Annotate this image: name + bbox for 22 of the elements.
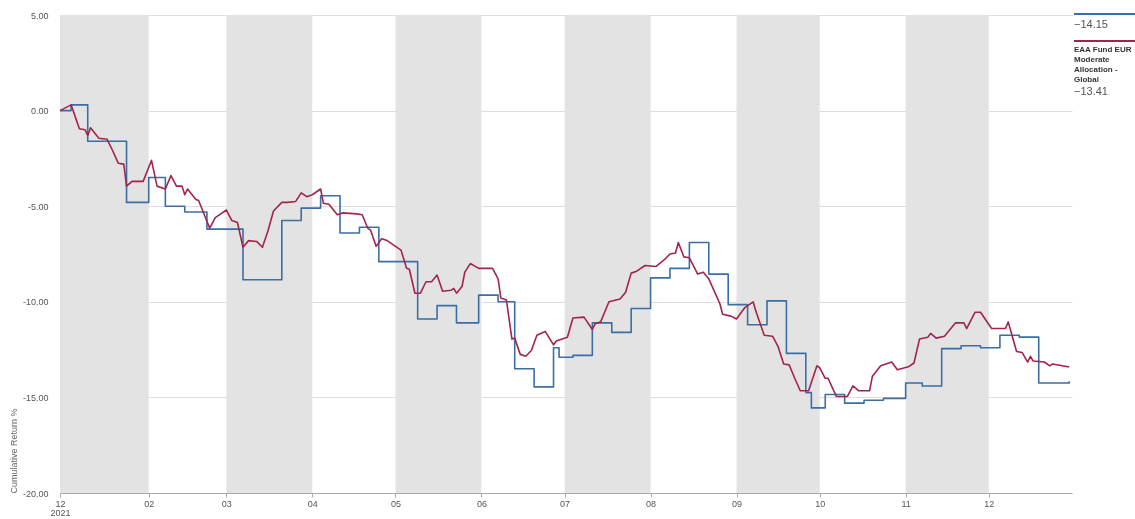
x-tick-label: 12 — [984, 498, 995, 509]
x-tick-label: 09 — [732, 498, 743, 509]
x-tick-label: 11 — [901, 498, 911, 509]
y-tick-label: -20.00 — [22, 488, 49, 499]
y-tick-label: 0.00 — [30, 106, 49, 117]
y-tick-label: -10.00 — [22, 297, 49, 308]
text: EAA Fund EUR Moderate Allocation - Global — [1074, 45, 1133, 85]
text: −13.41 — [1074, 85, 1109, 97]
x-tick-label: 08 — [646, 498, 657, 509]
x-tick-label: 04 — [307, 498, 318, 509]
x-tick-label: 10 — [815, 498, 826, 509]
x-tick-label: 02 — [144, 498, 155, 509]
text: −14.15 — [1074, 18, 1109, 30]
x-tick-label: 06 — [476, 498, 487, 509]
x-tick-label: 03 — [221, 498, 232, 509]
x-tick-label: 12 2021 — [50, 498, 71, 518]
x-tick-label: 05 — [390, 498, 401, 509]
y-tick-label: -15.00 — [22, 392, 49, 403]
y-tick-label: -5.00 — [27, 201, 49, 212]
x-tick-label: 07 — [560, 498, 571, 509]
y-tick-label: 5.00 — [30, 10, 49, 21]
y-axis-title: Cumulative Return % — [8, 408, 19, 494]
